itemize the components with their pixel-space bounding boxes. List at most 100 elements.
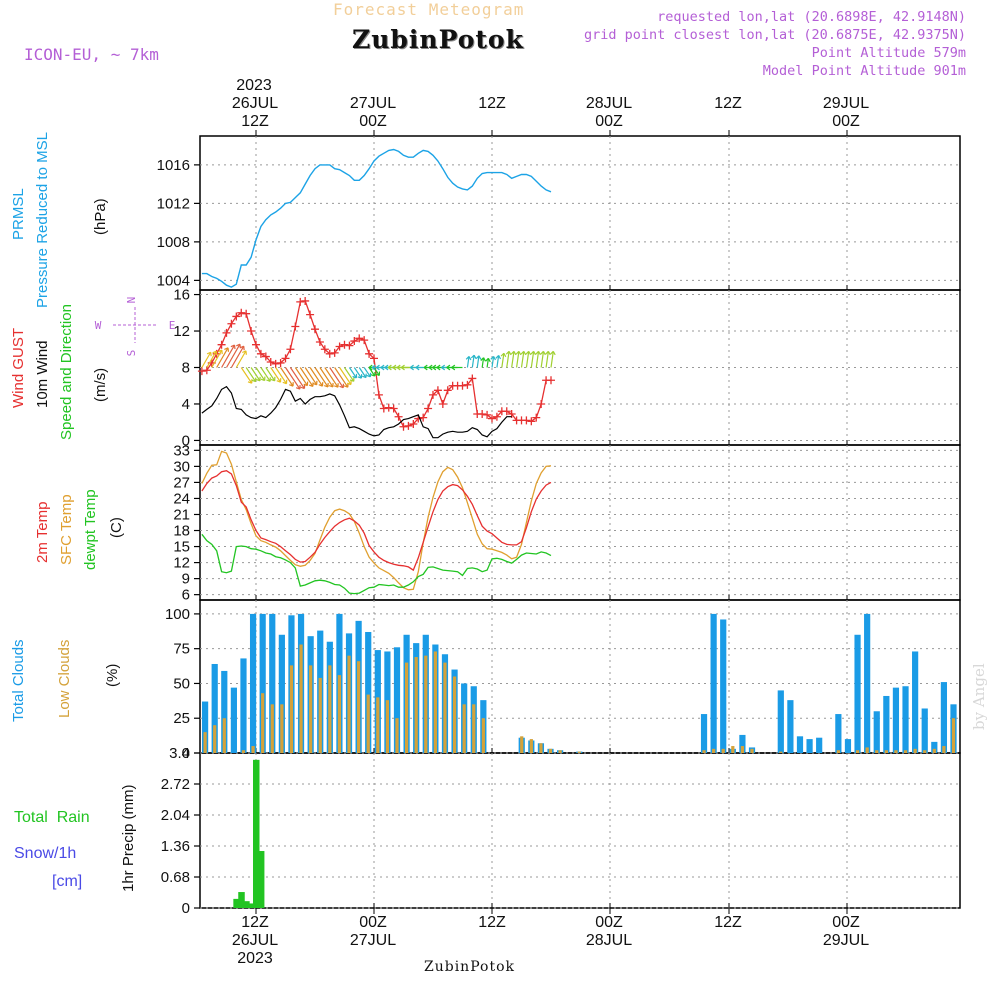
- wind-arrowhead-50: [432, 364, 437, 371]
- wind-arrowhead-37: [368, 364, 373, 371]
- wind-arrow-60: [491, 356, 495, 368]
- gust-marker-34: [360, 336, 369, 345]
- compass-n: N: [125, 297, 138, 304]
- total-cloud-bar-69: [854, 634, 861, 753]
- gust-marker-60: [488, 414, 496, 423]
- pressure-line: [201, 148, 552, 288]
- gust-marker-9: [237, 308, 246, 317]
- wind-arrowhead-63: [505, 350, 512, 356]
- wind-arrow-17: [280, 367, 294, 387]
- low-cloud-bar-70: [865, 747, 869, 753]
- wind-arrowhead-60: [490, 355, 496, 361]
- wind-arrowhead-58: [480, 357, 486, 362]
- wind-arrow-24: [314, 367, 329, 388]
- wind-arrow-22: [304, 367, 318, 386]
- wind-arrow-58: [481, 357, 485, 368]
- low-cloud-bar-26: [443, 662, 447, 753]
- wind-arrowhead-7: [239, 345, 245, 351]
- bottom-tick-3: 12Z: [462, 914, 522, 932]
- low-cloud-bar-24: [424, 655, 428, 753]
- ytick-label-3-8: 27: [173, 474, 190, 491]
- gust-marker-55: [463, 380, 472, 389]
- wind-arrowhead-44: [396, 364, 401, 371]
- gust-marker-24: [311, 325, 319, 334]
- gust-marker-47: [424, 404, 433, 413]
- wind-arrowhead-18: [295, 385, 301, 390]
- ytick-label-2-4: 12: [173, 323, 190, 340]
- bottom-tick-2-hour: 00Z: [359, 914, 387, 931]
- wind-arrowhead-1: [206, 351, 212, 357]
- wind-arrow-20: [294, 367, 308, 386]
- gust-marker-72: [547, 376, 555, 385]
- low-cloud-bar-27: [452, 676, 457, 753]
- ytick-label-3-7: 24: [173, 490, 190, 507]
- wind-arrowhead-64: [510, 350, 517, 356]
- wind-arrowhead-9: [247, 379, 253, 384]
- wind-arrowhead-13: [266, 377, 271, 382]
- ytick-label-5-5: 2.72: [161, 776, 190, 793]
- low-cloud-bar-36: [539, 743, 543, 753]
- total-cloud-bar-64: [806, 739, 813, 753]
- wind-arrowhead-65: [515, 350, 522, 356]
- gust-marker-1: [197, 367, 206, 376]
- total-cloud-bar-57: [739, 734, 746, 753]
- wind-arrowhead-3: [217, 349, 223, 355]
- wind-arrow-34: [363, 367, 371, 378]
- total-cloud-bar-9: [278, 634, 285, 753]
- total-cloud-bar-70: [864, 613, 871, 753]
- ytick-label-3-5: 18: [173, 523, 190, 540]
- top-tick-2-hour: 00Z: [359, 113, 387, 130]
- wind-arrow-61: [496, 355, 500, 368]
- bottom-tick-2-date: 27JUL: [349, 932, 397, 949]
- gust-marker-51: [443, 386, 452, 395]
- faint-title: Forecast Meteogram: [333, 0, 525, 19]
- wind-arrowhead-30: [349, 377, 355, 382]
- wind-arrowhead-45: [400, 364, 405, 371]
- wind-arrowhead-40: [380, 364, 385, 371]
- low-cloud-bar-19: [376, 697, 380, 753]
- requested-lonlat: requested lon,lat (20.6898E, 42.9148N): [657, 9, 966, 25]
- gust-marker-43: [404, 421, 413, 430]
- wind-arrowhead-22: [312, 380, 318, 386]
- ytick-label-1-2: 1008: [157, 234, 190, 251]
- low-cloud-bar-18: [366, 694, 370, 753]
- ytick-label-4-5: 100: [165, 606, 190, 623]
- gust-marker-23: [306, 310, 315, 319]
- ytick-label-1-3: 1012: [157, 195, 190, 212]
- wind-arrowhead-46: [410, 364, 414, 371]
- wind-arrow-65: [515, 351, 520, 368]
- wind-arrowhead-2: [212, 350, 218, 356]
- low-cloud-bar-71: [875, 750, 879, 753]
- ytick-label-4-1: 0: [182, 745, 190, 762]
- gust-marker-42: [399, 422, 408, 431]
- low-cloud-bar-75: [913, 748, 917, 753]
- wind-arrowhead-19: [300, 384, 306, 390]
- wind-arrowhead-14: [270, 376, 276, 382]
- wind-arrowhead-49: [428, 364, 433, 371]
- total-cloud-bar-21: [393, 647, 401, 753]
- wind-arrowhead-24: [324, 382, 329, 388]
- gust-marker-8: [232, 312, 241, 321]
- low-cloud-bar-38: [558, 750, 562, 753]
- rain-bar-8: [233, 898, 240, 908]
- low-cloud-bar-55: [721, 748, 725, 753]
- wind-arrowhead-54: [451, 364, 456, 371]
- wind-arrowhead-57: [475, 355, 482, 360]
- wind-arrowhead-55: [465, 355, 472, 361]
- wind-arrow-18: [285, 367, 301, 390]
- wind-arrowhead-53: [446, 364, 451, 371]
- wind-arrowhead-71: [545, 350, 551, 356]
- gust-marker-2: [202, 366, 211, 375]
- total-cloud-bar-76: [921, 708, 928, 753]
- gust-marker-15: [266, 358, 275, 367]
- wind-arrowhead-20: [303, 381, 309, 387]
- bottom-tick-4-hour: 00Z: [595, 914, 623, 931]
- low-cloud-bar-22: [404, 662, 409, 753]
- wind-arrowhead-61: [495, 355, 502, 360]
- gust-marker-5: [217, 340, 226, 349]
- wind-arrowhead-38: [371, 364, 376, 371]
- wind-arrow-15: [270, 367, 282, 383]
- compass-cross: [113, 307, 157, 343]
- wind-arrowhead-41: [384, 364, 389, 371]
- ytick-label-2-1: 0: [182, 432, 190, 449]
